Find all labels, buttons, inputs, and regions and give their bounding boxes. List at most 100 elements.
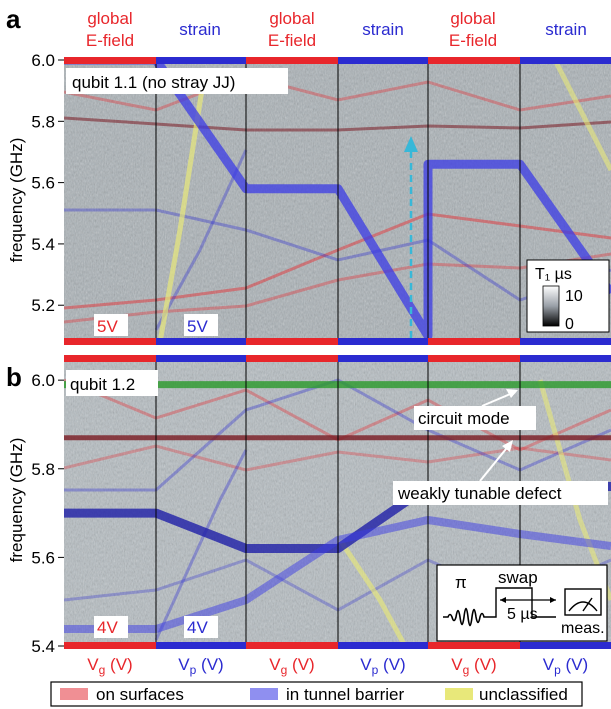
top-label-4-line1: strain [362,20,404,39]
panel-b-sweep-bar-top-2 [246,355,338,362]
panel-b-annotation: qubit 1.2 [70,375,135,394]
panel-letter-b: b [6,362,22,392]
panel-a-ytick-label-0: 6.0 [31,51,55,70]
panel-b-ylabel: frequency (GHz) [7,438,26,563]
panel-a-sweep-bar-top-2 [246,57,338,64]
panel-b-sweep-bars [64,355,611,649]
panel-a-sweep-bar-bottom-4 [428,338,520,345]
panel-b-annotation-box [66,370,158,396]
defect-label: weakly tunable defect [397,484,562,503]
panel-b-sweep-bar-bottom-2 [246,642,338,649]
panel-b-sweep-bar-bottom-4 [428,642,520,649]
x-label-4: Vg (V) [451,655,496,677]
panel-b-sweep-bar-bottom-3 [338,642,428,649]
legend-swatch-unclassified [445,688,473,700]
panel-a-annotation-box [66,68,288,94]
legend-box [50,681,583,707]
panel-b-ytick-label-3: 5.4 [31,637,55,656]
panel-a-ytick-label-2: 5.6 [31,174,55,193]
panel-b-amp-1: 4V [97,618,118,637]
pulse-sequence-inset: π swap 5 µs meas. [436,564,608,642]
panel-b-sweep-bar-top-5 [520,355,611,362]
pulse-waveform [443,607,490,627]
panel-b-amp-box-2 [184,616,218,638]
panel-b-sweep-bar-top-3 [338,355,428,362]
circuit-mode-label-box [414,406,536,430]
defect-pointer [479,443,511,482]
x-label-5: Vp (V) [543,655,588,677]
panel-a-ytick-label-3: 5.4 [31,235,55,254]
pulse-meas-label: meas. [561,620,605,637]
panel-a-sweep-bars [64,57,611,345]
x-label-2: Vg (V) [269,655,314,677]
panel-a-sweep-bar-bottom-5 [520,338,611,345]
panel-a-arrow-head [404,136,418,152]
pulse-delay-label: 5 µs [507,606,538,623]
x-label-3: Vp (V) [360,655,405,677]
panel-a-sweep-bar-top-0 [64,57,156,64]
pulse-delay-arrow-head-right [550,597,556,603]
legend-label-unclassified: unclassified [479,685,568,704]
panel-b-sweep-bar-bottom-1 [156,642,246,649]
circuit-mode-label: circuit mode [418,409,510,428]
panel-a-sweep-bar-bottom-2 [246,338,338,345]
meas-gauge-needle [582,597,593,612]
panel-a-heatmap: qubit 1.1 (no stray JJ) 5V 5V T₁ µs 10 0 [64,57,611,345]
panel-b-sweep-bar-top-1 [156,355,246,362]
panel-a-colorbar-label: T₁ µs [535,266,572,283]
defect-pointer-head [502,440,513,452]
top-label-5-line1: global [450,9,495,28]
panel-a-amp-box-2 [184,314,218,336]
legend-swatch-tunnel-barrier [250,688,278,700]
panel-b-sweep-bar-top-0 [64,355,156,362]
panel-a-sweep-bar-bottom-3 [338,338,428,345]
legend-label-surfaces: on surfaces [96,685,184,704]
panel-b-ytick-label-0: 6.0 [31,371,55,390]
circuit-mode-pointer-head [506,389,518,398]
meas-gauge-icon [568,601,598,612]
top-column-labels: global E-field strain global E-field str… [86,9,587,50]
panel-a-colorbar-box [526,259,610,333]
legend-label-tunnel-barrier: in tunnel barrier [286,685,404,704]
panel-a-sweep-bar-top-4 [428,57,520,64]
panel-a-amp-1: 5V [97,317,118,336]
panel-b-ytick-label-2: 5.6 [31,548,55,567]
panel-b-heatmap: qubit 1.2 circuit mode weakly tunable de… [64,355,611,649]
top-label-2-line1: strain [179,20,221,39]
pulse-delay-arrow-head-left [500,597,506,603]
panel-b-ytick-label-1: 5.8 [31,460,55,479]
panel-a-ylabel: frequency (GHz) [7,138,26,263]
panel-a-amp-2: 5V [187,317,208,336]
panel-a-unclassified-defect-2 [552,60,611,172]
panel-a-sweep-bar-bottom-0 [64,338,156,345]
pulse-timeline [490,587,556,618]
panel-a-sweep-bar-top-1 [156,57,246,64]
panel-b-sweep-bar-top-4 [428,355,520,362]
x-axis-labels: Vg (V) Vp (V) Vg (V) Vp (V) Vg (V) Vp (V) [87,655,588,677]
panel-a-tunnel-defect-2 [154,149,248,331]
panel-a-sweep-bar-top-3 [338,57,428,64]
legend-swatch-surfaces [60,688,88,700]
x-label-0: Vg (V) [87,655,132,677]
panel-a-sweep-bar-top-5 [520,57,611,64]
legend: on surfaces in tunnel barrier unclassifi… [50,681,583,707]
top-label-1-line2: E-field [86,31,134,50]
panel-b-amp-box-1 [94,616,128,638]
panel-b-unclassified-defect-1 [337,538,408,646]
top-label-3-line1: global [269,9,314,28]
x-label-1: Vp (V) [178,655,223,677]
panel-a-y-axis: frequency (GHz) 6.0 5.8 5.6 5.4 5.2 [7,51,64,315]
top-label-3-line2: E-field [268,31,316,50]
panel-a-sweep-bar-bottom-1 [156,338,246,345]
panel-a-annotation: qubit 1.1 (no stray JJ) [72,73,235,92]
panel-a-ytick-label-1: 5.8 [31,112,55,131]
panel-b-amp-2: 4V [187,618,208,637]
panel-b-sweep-bar-bottom-0 [64,642,156,649]
defect-label-box [393,481,608,505]
panel-b-y-axis: frequency (GHz) 6.0 5.8 5.6 5.4 [7,371,64,656]
panel-b-sweep-bar-bottom-5 [520,642,611,649]
panel-a-colorbar [542,285,560,327]
top-label-5-line2: E-field [449,31,497,50]
panel-a-ytick-label-4: 5.2 [31,296,55,315]
